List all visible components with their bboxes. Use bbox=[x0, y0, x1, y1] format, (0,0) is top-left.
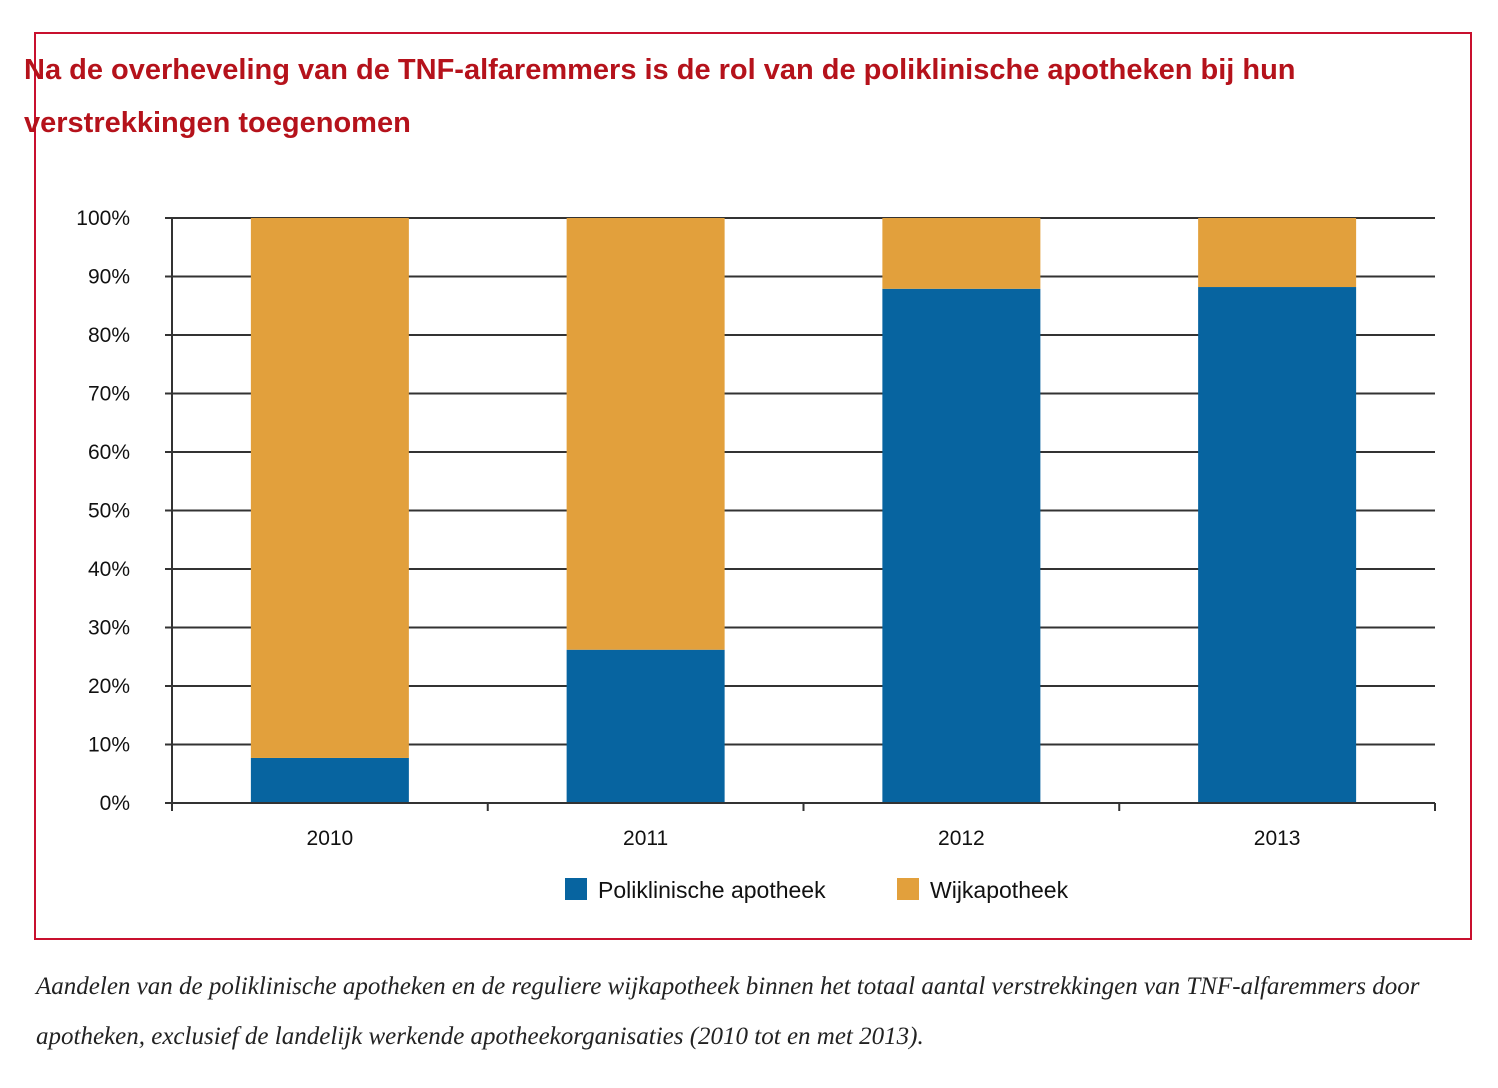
x-tick-label: 2010 bbox=[307, 827, 354, 850]
y-tick-labels: 0% 10% 20% 30% 40% 50% 60% 70% 80% 90% 100% bbox=[76, 207, 130, 815]
y-tick-label: 20% bbox=[88, 675, 130, 698]
bar-poliklinisch-2010 bbox=[250, 757, 409, 803]
bar-wijk-2013 bbox=[1198, 218, 1357, 288]
bar-wijk-2010 bbox=[250, 218, 409, 758]
stacked-bar-chart: 0%10%20%30%40%50%60%70%80%90%100% 2010 20… bbox=[76, 207, 1436, 903]
figure-caption: Aandelen van de poliklinische apotheken … bbox=[36, 973, 1420, 1050]
chart-title: Na de overheveling van de TNF-alfaremmer… bbox=[24, 54, 1296, 139]
bar-poliklinisch-2012 bbox=[882, 288, 1041, 803]
y-tick-label: 10% bbox=[88, 734, 130, 757]
y-tick-label: 30% bbox=[88, 617, 130, 640]
y-tick-label: 50% bbox=[88, 500, 130, 523]
bars bbox=[250, 218, 1357, 803]
x-tick-label: 2012 bbox=[938, 827, 985, 850]
bar-poliklinisch-2013 bbox=[1198, 287, 1357, 803]
y-tick-label: 40% bbox=[88, 558, 130, 581]
axes bbox=[165, 217, 1436, 811]
y-tick-label: 0% bbox=[100, 792, 130, 815]
x-tick-label: 2011 bbox=[623, 827, 668, 850]
bar-poliklinisch-2011 bbox=[566, 649, 725, 803]
legend-swatch-poliklinisch bbox=[565, 878, 587, 900]
x-tick-label: 2013 bbox=[1254, 827, 1301, 850]
y-tick-label: 80% bbox=[88, 324, 130, 347]
legend-label-wijk: Wijkapotheek bbox=[930, 877, 1069, 903]
bar-wijk-2011 bbox=[566, 218, 725, 650]
y-tick-label: 70% bbox=[88, 383, 130, 406]
legend-swatch-wijk bbox=[897, 878, 919, 900]
legend: Poliklinische apotheek Wijkapotheek bbox=[565, 877, 1069, 903]
y-tick-label: 90% bbox=[88, 266, 130, 289]
y-tick-label: 100% bbox=[76, 207, 130, 230]
x-tick-labels: 2010 2011 2012 2013 bbox=[307, 827, 1301, 850]
bar-wijk-2012 bbox=[882, 218, 1041, 289]
y-tick-label: 60% bbox=[88, 441, 130, 464]
legend-label-poliklinisch: Poliklinische apotheek bbox=[598, 877, 826, 903]
